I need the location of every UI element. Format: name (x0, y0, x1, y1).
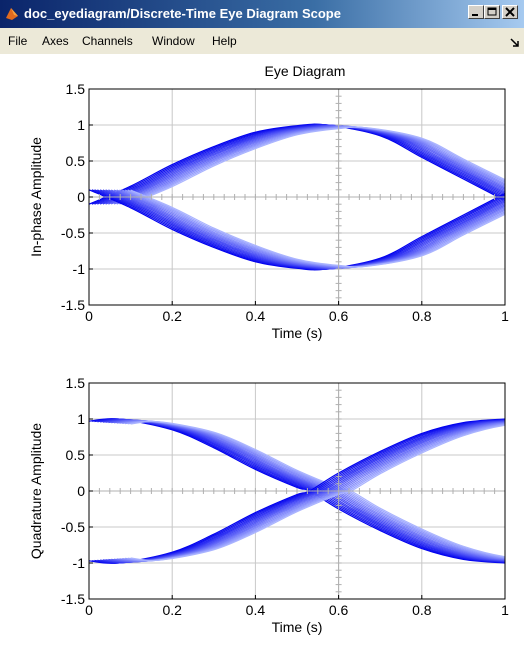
title-bar[interactable]: doc_eyediagram/Discrete-Time Eye Diagram… (0, 0, 524, 28)
matlab-icon (4, 6, 20, 22)
x-tick-label: 0.6 (329, 602, 349, 618)
x-tick-label: 0.8 (412, 602, 432, 618)
y-axis-label: In-phase Amplitude (28, 137, 44, 257)
menu-window[interactable]: Window (152, 34, 195, 48)
y-tick-label: 1.5 (66, 375, 86, 391)
x-axis-label: Time (s) (272, 619, 323, 635)
menu-help[interactable]: Help (212, 34, 237, 48)
x-tick-label: 0.4 (246, 308, 266, 324)
y-tick-label: 1 (77, 411, 85, 427)
window-title: doc_eyediagram/Discrete-Time Eye Diagram… (24, 6, 341, 21)
menu-file[interactable]: File (8, 34, 27, 48)
y-tick-label: -1 (73, 261, 86, 277)
x-tick-label: 0.4 (246, 602, 266, 618)
menu-channels[interactable]: Channels (82, 34, 133, 48)
y-tick-label: 0.5 (66, 153, 86, 169)
y-axis-label: Quadrature Amplitude (28, 423, 44, 559)
y-tick-label: -0.5 (61, 225, 85, 241)
x-tick-label: 0.6 (329, 308, 349, 324)
y-tick-label: -0.5 (61, 519, 85, 535)
x-axis-label: Time (s) (272, 325, 323, 341)
y-tick-label: -1.5 (61, 591, 85, 607)
chart-title: Eye Diagram (265, 63, 346, 79)
x-tick-label: 0.8 (412, 308, 432, 324)
x-tick-label: 0 (85, 602, 93, 618)
figure-area: 0 0.2 0.4 0.6 0.8 1 -1.5 -1 -0.5 0 0.5 1 1.5 Eye Diag… (0, 54, 524, 649)
toolbar-dock-icon[interactable] (510, 38, 520, 48)
menu-axes[interactable]: Axes (42, 34, 69, 48)
x-tick-label: 0.2 (162, 308, 182, 324)
y-tick-label: 0 (77, 189, 85, 205)
eye-diagram-figure: 0 0.2 0.4 0.6 0.8 1 -1.5 -1 -0.5 0 0.5 1 1.5 Eye Diag… (0, 54, 524, 649)
y-tick-label: 1.5 (66, 81, 86, 97)
minimize-button[interactable] (468, 5, 484, 19)
chart-2: 0 0.2 0.4 0.6 0.8 1 -1.5 -1 -0.5 0 0.5 1 1.5 Time (s)… (28, 375, 524, 635)
close-button[interactable] (502, 5, 518, 19)
maximize-button[interactable] (484, 5, 500, 19)
y-tick-label: -1.5 (61, 297, 85, 313)
minimize-icon (469, 6, 483, 18)
y-tick-label: 0 (77, 483, 85, 499)
close-icon (503, 6, 517, 18)
chart-1: 0 0.2 0.4 0.6 0.8 1 -1.5 -1 -0.5 0 0.5 1 1.5 Eye Diag… (28, 63, 524, 341)
x-tick-label: 1 (501, 602, 509, 618)
y-tick-label: -1 (73, 555, 86, 571)
x-tick-label: 0 (85, 308, 93, 324)
x-tick-label: 0.2 (162, 602, 182, 618)
maximize-icon (485, 6, 499, 18)
x-tick-label: 1 (501, 308, 509, 324)
y-tick-label: 1 (77, 117, 85, 133)
y-tick-label: 0.5 (66, 447, 86, 463)
menu-bar: File Axes Channels Window Help (0, 28, 524, 54)
